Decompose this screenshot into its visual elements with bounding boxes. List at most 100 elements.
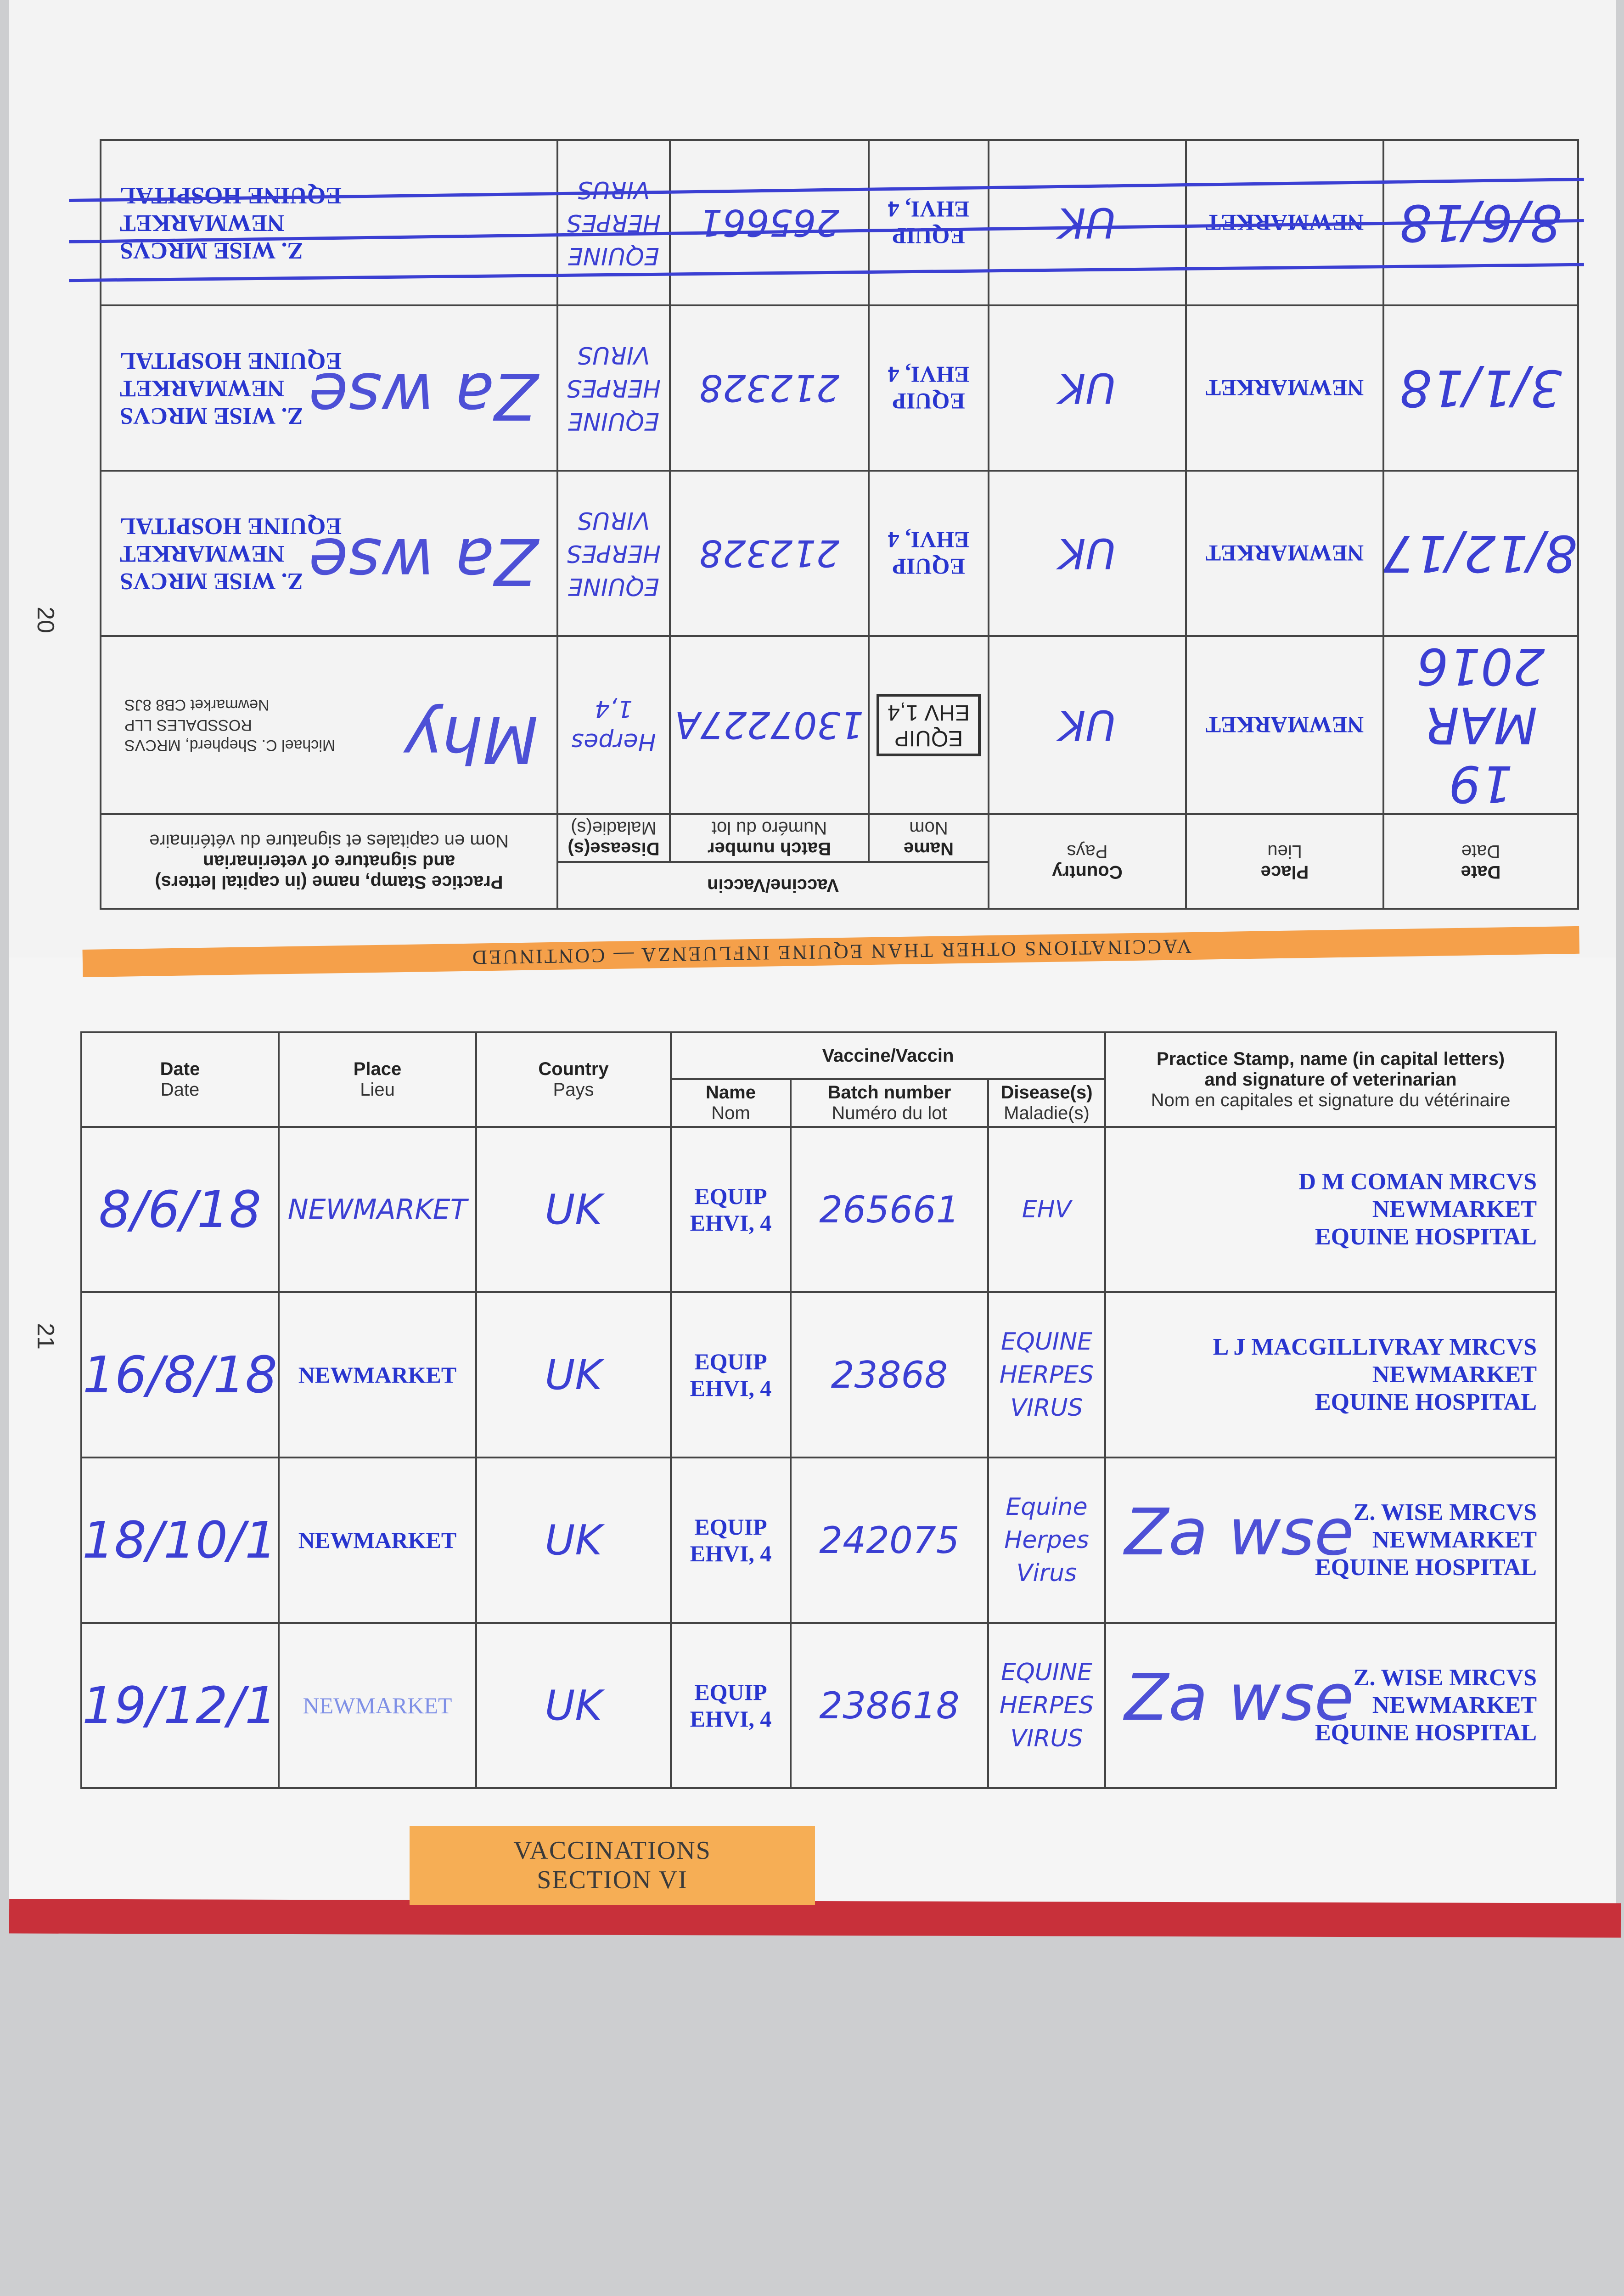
header-batch-fr: Numéro du lot <box>711 818 827 838</box>
stamp-cell: Za wse Z. WISE MRCVS NEWMARKET EQUINE HOSPI… <box>1104 1622 1557 1789</box>
country-text: UK <box>1058 364 1116 412</box>
stamp-line: NEWMARKET <box>1372 1527 1537 1553</box>
header-date-fr: Date <box>1461 841 1500 861</box>
country-text: UK <box>545 1516 602 1564</box>
disease-text: Herpes <box>571 728 656 755</box>
country-text: UK <box>545 1185 602 1234</box>
place-cell: NEWMARKET <box>278 1291 477 1458</box>
stamp-cell: Za wse Z. WISE MRCVS NEWMARKET EQUINE HOSPI… <box>1104 1457 1557 1624</box>
header-disease-en: Disease(s) <box>1000 1082 1093 1103</box>
date-cell: 19/12/18 <box>80 1622 280 1789</box>
header-country-fr: Pays <box>553 1080 594 1100</box>
header-batch-fr: Numéro du lot <box>832 1103 947 1123</box>
vaccine-name-cell: EQUIP EHVI, 4 <box>869 471 989 636</box>
date-cell: 18/10/18 <box>80 1457 280 1624</box>
batch-text: 238618 <box>819 1684 960 1727</box>
header-batch: Batch number Numéro du lot <box>670 814 869 862</box>
disease-cell: EHV <box>987 1126 1107 1293</box>
place-text: NEWMARKET <box>298 1527 457 1553</box>
batch-cell: 265661 <box>790 1126 989 1293</box>
header-country-en: Country <box>1052 862 1123 882</box>
batch-cell: 1307227A <box>670 636 869 814</box>
signature: Za wse <box>1124 1660 1354 1735</box>
date-text: 3/1/18 <box>1399 359 1562 417</box>
stamp-line: Z. WISE MRCVS <box>1353 1499 1537 1525</box>
section-tab-line2: SECTION VI <box>537 1866 688 1894</box>
date-text: 18/10/18 <box>82 1511 277 1570</box>
page-number-20: 20 <box>32 607 59 633</box>
country-cell: UK <box>989 471 1186 636</box>
place-text: NEWMARKET <box>1205 540 1364 566</box>
header-place-fr: Lieu <box>360 1080 395 1100</box>
header-place-fr: Lieu <box>1267 841 1302 861</box>
header-vaccine: Vaccine/Vaccin <box>669 1031 1107 1080</box>
batch-text: 265661 <box>699 201 840 244</box>
vaccine-name-cell: EQUIP EHV 1,4 <box>869 636 989 814</box>
header-date: Date Date <box>1383 814 1579 909</box>
header-name-fr: Nom <box>909 818 948 838</box>
batch-cell: 23868 <box>790 1291 989 1458</box>
disease-text: 1,4 <box>595 695 633 722</box>
country-text: UK <box>545 1351 602 1399</box>
disease-text: VIRUS <box>1010 1725 1083 1752</box>
stamp-line: EQUINE HOSPITAL <box>1315 1389 1537 1415</box>
place-cell: NEWMARKET <box>1186 636 1384 814</box>
header-country-en: Country <box>538 1059 609 1079</box>
date-text: 8/6/18 <box>98 1180 262 1239</box>
header-stamp-line1: Practice Stamp, name (in capital letters… <box>155 872 503 893</box>
stamp-line: NEWMARKET <box>120 210 285 236</box>
page-20 <box>9 0 1616 957</box>
batch-cell: 212328 <box>670 471 869 636</box>
place-cell: NEWMARKET <box>1186 471 1384 636</box>
stamp-cell: Za wse Z. WISE MRCVS NEWMARKET EQUINE HOSPI… <box>101 471 557 636</box>
place-text: NEWMARKET <box>303 1693 452 1718</box>
date-cell: 3/1/18 <box>1383 305 1579 471</box>
disease-text: HERPES <box>566 540 661 567</box>
header-stamp-line2: and signature of veterinarian <box>1204 1069 1457 1090</box>
header-stamp-line2: and signature of veterinarian <box>202 851 455 872</box>
batch-cell: 265661 <box>670 140 869 305</box>
vaccine-name: EQUIP EHVI, 4 <box>690 1183 772 1236</box>
country-cell: UK <box>989 305 1186 471</box>
country-text: UK <box>1058 529 1116 578</box>
stamp-cell: Za wse Z. WISE MRCVS NEWMARKET EQUINE HOSPI… <box>101 305 557 471</box>
signature: Za wse <box>309 358 538 433</box>
stamp-line: NEWMARKET <box>1372 1692 1537 1718</box>
stamp-line: EQUINE HOSPITAL <box>1315 1554 1537 1581</box>
stamp-line: D M COMAN MRCVS <box>1298 1169 1537 1195</box>
vaccination-row: 16/8/18 NEWMARKET UK EQUIP EHVI, 4 23868… <box>80 1291 1557 1458</box>
header-batch-en: Batch number <box>827 1082 951 1103</box>
stamp-cell: Mhy Michael C. Shepherd, MRCVS ROSSDALES L… <box>101 636 557 814</box>
disease-text: EQUINE <box>1001 1328 1092 1356</box>
stamp-line: NEWMARKET <box>1372 1362 1537 1388</box>
header-date: Date Date <box>80 1031 280 1128</box>
vaccination-table-page-20: Date Date Place Lieu Country Pays Vaccine/V… <box>100 139 1579 910</box>
place-cell: NEWMARKET <box>1186 305 1384 471</box>
vaccine-name: EQUIP EHVI, 4 <box>690 1514 772 1566</box>
disease-text: VIRUS <box>577 176 650 203</box>
header-stamp-fr: Nom en capitales et signature du vétérin… <box>1151 1090 1511 1110</box>
disease-text: HERPES <box>566 374 661 402</box>
disease-text: HERPES <box>999 1692 1094 1719</box>
disease-text: EQUINE <box>568 407 659 435</box>
date-text: 19 MAR 2016 <box>1416 637 1545 813</box>
vaccine-name: EQUIP EHVI, 4 <box>690 1349 772 1401</box>
header-batch-en: Batch number <box>708 838 831 859</box>
header-country-fr: Pays <box>1067 841 1108 861</box>
date-cell: 8/6/18 <box>80 1126 280 1293</box>
page-number-21: 21 <box>32 1323 59 1350</box>
vaccine-name-cell: EQUIP EHVI, 4 <box>869 140 989 305</box>
disease-cell: EQUINE HERPES VIRUS <box>557 471 670 636</box>
header-name: Name Nom <box>869 814 989 862</box>
vaccination-row: 19 MAR 2016 NEWMARKET UK EQUIP EHV 1,4 13… <box>101 636 1579 814</box>
header-vaccine: Vaccine/Vaccin <box>557 862 989 909</box>
header-date-fr: Date <box>160 1080 200 1100</box>
vaccine-name: EQUIP EHVI, 4 <box>888 362 970 414</box>
vaccination-table-page-21: Date Date Place Lieu Country Pays Vaccine/V… <box>80 1031 1557 1789</box>
header-vaccine-label: Vaccine/Vaccin <box>707 875 839 896</box>
vaccine-stamp-line: EQUIP <box>894 726 963 750</box>
disease-cell: EQUINE HERPES VIRUS <box>557 140 670 305</box>
batch-text: 1307227A <box>675 703 864 747</box>
header-country: Country Pays <box>475 1031 672 1128</box>
vaccination-row: 8/6/18 NEWMARKET UK EQUIP EHVI, 4 265661… <box>80 1126 1557 1293</box>
